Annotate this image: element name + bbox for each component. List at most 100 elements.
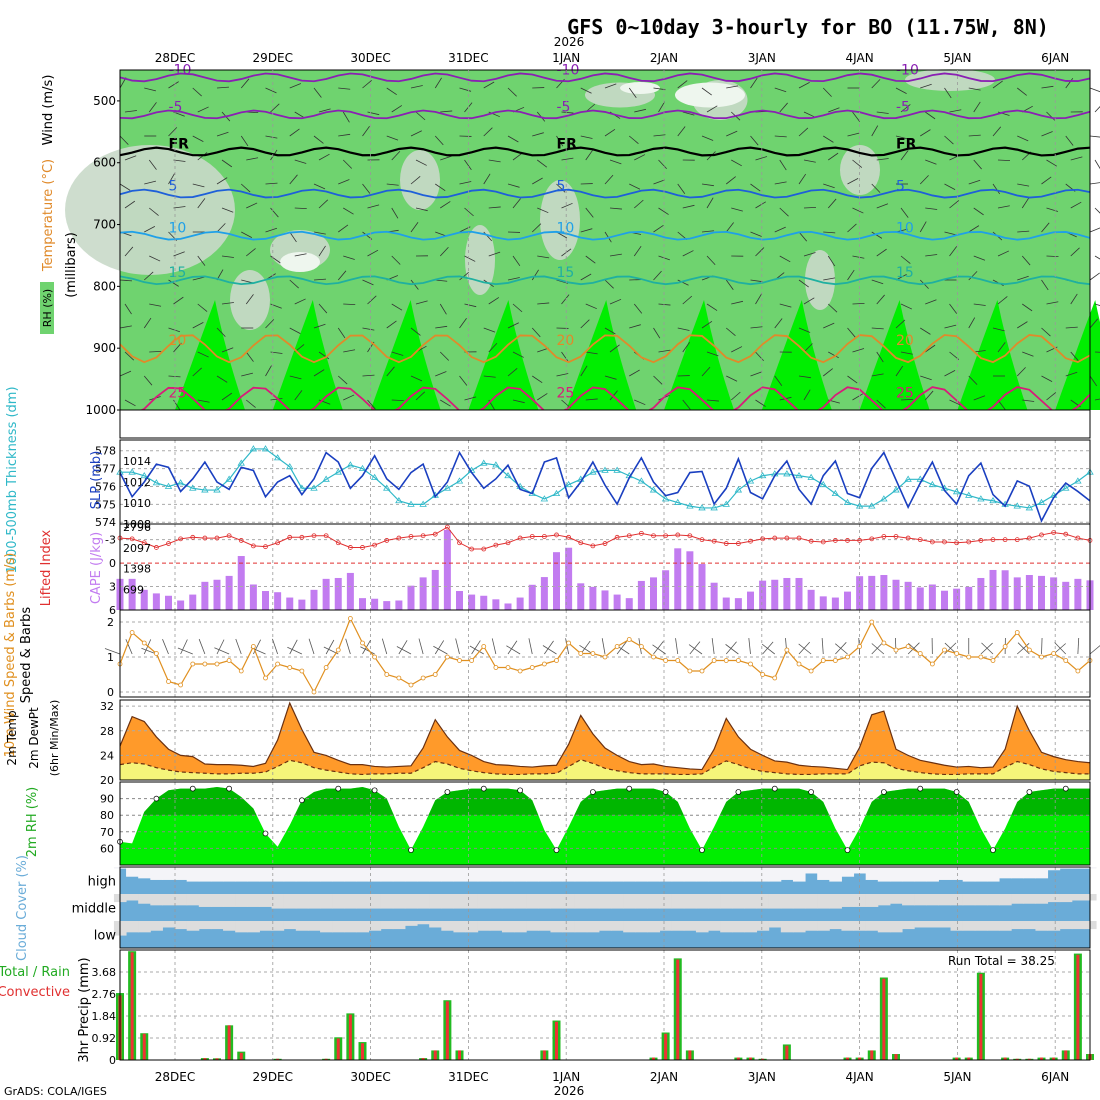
rh-point [153, 795, 160, 802]
wind-barb [634, 154, 646, 161]
cloud-clear-high [1071, 867, 1085, 869]
precip-convective-bar [761, 1058, 765, 1060]
wind-barb [124, 200, 136, 209]
cloud-clear-middle [417, 894, 430, 909]
precip-convective-bar [664, 1033, 668, 1060]
wind-barb [149, 255, 161, 262]
wind-barb [391, 207, 399, 219]
wind-point [990, 658, 996, 663]
wind-barb [506, 645, 521, 655]
thickness-point [928, 480, 937, 488]
wind-barb [653, 224, 664, 233]
wind-barb [750, 77, 758, 89]
wind-barb [216, 639, 225, 655]
wind-barb [313, 183, 326, 190]
thickness-point [237, 459, 245, 466]
wind-point [784, 647, 790, 653]
wind-barb [779, 207, 789, 217]
cloud-clear-middle [708, 894, 721, 909]
wind-barb [440, 399, 451, 407]
cloud-clear-low [344, 921, 357, 933]
wind-point [723, 658, 729, 663]
wind-barb [144, 87, 156, 92]
cape-bar [625, 598, 633, 610]
wind-barb [270, 103, 280, 113]
wind-barb [391, 105, 403, 113]
cloud-clear-low [429, 921, 442, 928]
cloud-clear-middle [683, 894, 697, 909]
wind-barb [216, 223, 226, 233]
wind-barb [1065, 371, 1078, 377]
wind-barb [265, 319, 275, 329]
cape-bar [165, 595, 172, 610]
li-point [408, 534, 414, 539]
wind-barb [342, 111, 350, 123]
cloud-clear-high [1011, 867, 1024, 879]
precip-convective-bar [239, 1052, 243, 1060]
cape-bar [310, 589, 318, 610]
wind-barb [677, 80, 688, 89]
thickness-point [674, 498, 682, 505]
wind-point [299, 668, 305, 674]
thickness-point [892, 486, 900, 493]
cape-bar [747, 591, 754, 610]
wind-barb [924, 390, 934, 401]
wind-barb [629, 183, 641, 190]
cloud-clear-middle [744, 894, 758, 909]
cape-bar [856, 576, 864, 610]
wind-point [493, 665, 499, 670]
li-point [929, 539, 935, 545]
temp-tick: 24 [100, 749, 114, 762]
wind-point [214, 661, 220, 667]
wind-barb [798, 173, 807, 185]
cloud-clear-middle [186, 894, 200, 906]
wind-barb [755, 247, 765, 257]
cloud-clear-low [271, 921, 285, 931]
wind-barb [895, 319, 906, 329]
wind-barb [920, 327, 931, 335]
wind-barb [968, 225, 980, 233]
wind-point [129, 630, 135, 635]
wind-barb [338, 179, 350, 185]
date-label-top: 4JAN [846, 51, 874, 65]
li-point [214, 535, 220, 541]
rh-point [1026, 789, 1033, 795]
cape-bar [674, 548, 682, 610]
wind-barb [774, 181, 787, 185]
thickness-point [128, 468, 136, 475]
li-tick: -3 [105, 534, 116, 547]
cloud-clear-high [926, 867, 939, 882]
rh-point [371, 787, 378, 794]
rh-point [662, 789, 669, 795]
wind-barb [1022, 351, 1034, 357]
isotherm-label: 5 [896, 179, 905, 195]
wind-barb [439, 351, 450, 361]
wind-barb [609, 344, 620, 353]
wind-barb [827, 303, 838, 313]
isotherm-label: 20 [896, 333, 914, 349]
cloud-clear-low [380, 921, 394, 930]
wind-point [566, 640, 572, 646]
li-point [420, 533, 426, 539]
wind-barb [173, 342, 182, 353]
rh-legend-label: RH (%) [41, 289, 54, 327]
wind-barb [1021, 255, 1031, 266]
wind-barb [362, 79, 372, 89]
wind-barb [803, 389, 811, 401]
thickness-point [819, 480, 827, 488]
cloud-frame [119, 866, 1091, 949]
thickness-point [758, 471, 767, 479]
wind-barb [241, 372, 253, 377]
wind-barb [823, 135, 834, 143]
thickness-point [443, 484, 452, 491]
wind-barb [1070, 156, 1083, 161]
precip-convective-bar [736, 1057, 740, 1060]
wind-barb [532, 177, 543, 185]
wind-barb [168, 81, 179, 89]
wind-barb [779, 303, 792, 308]
wind-barb [270, 207, 279, 218]
cape-bar [492, 599, 500, 610]
wind-barb [528, 638, 533, 655]
slp-legend-label: SLP (mb) [89, 451, 104, 510]
cloud-clear-low [1071, 921, 1085, 930]
